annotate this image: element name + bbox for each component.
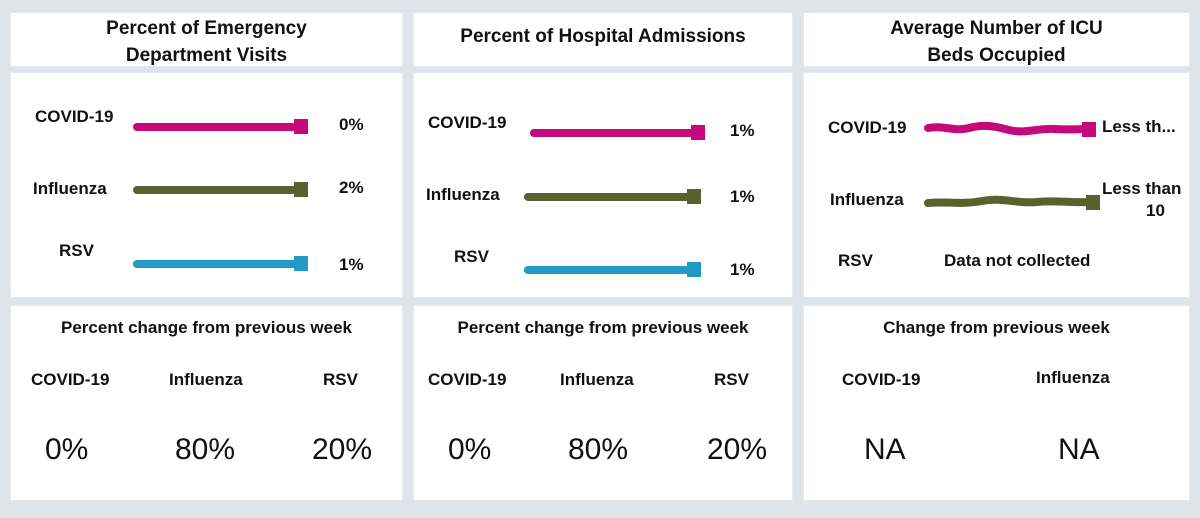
icu-change-influenza-value: NA (1058, 433, 1100, 466)
hosp-change-rsv-value: 20% (707, 433, 768, 466)
ed-change-influenza-value: 80% (175, 433, 236, 466)
ed-rsv-label: RSV (59, 241, 94, 260)
hosp-covid-value: 1% (730, 121, 755, 140)
ed-title: Percent of Emergency Department Visits (106, 18, 307, 66)
icu-covid-label: COVID-19 (828, 118, 907, 137)
icu-influenza-label: Influenza (830, 190, 904, 209)
hosp-rsv-bar (524, 266, 700, 274)
hosp-change-title: Percent change from previous week (457, 318, 749, 337)
ed-influenza-value: 2% (339, 178, 364, 197)
ed-influenza-bar-end (294, 182, 308, 197)
ed-covid-label: COVID-19 (35, 107, 114, 126)
icu-change-covid-value: NA (864, 433, 906, 466)
hosp-change-covid-value: 0% (448, 433, 492, 466)
ed-rsv-bar-end (294, 256, 308, 271)
ed-rsv-value: 1% (339, 255, 364, 274)
icu-change-card: Change from previous week COVID-19 Influ… (803, 305, 1190, 501)
icu-influenza-value: Less than 10 (1102, 179, 1182, 220)
icu-change-title: Change from previous week (883, 318, 1110, 337)
ed-change-card: Percent change from previous week COVID-… (10, 305, 403, 501)
hosp-change-influenza-value: 80% (568, 433, 629, 466)
hosp-influenza-bar-end (687, 189, 701, 204)
icu-change-covid-label: COVID-19 (842, 370, 921, 389)
icu-rsv-label: RSV (838, 251, 873, 270)
hosp-rsv-value: 1% (730, 260, 755, 279)
hosp-influenza-bar (524, 193, 700, 201)
hosp-covid-label: COVID-19 (428, 113, 507, 132)
icu-title-card: Average Number of ICU Beds Occupied (803, 12, 1190, 67)
icu-title: Average Number of ICU Beds Occupied (890, 18, 1103, 66)
hosp-influenza-label: Influenza (426, 185, 500, 204)
hosp-title: Percent of Hospital Admissions (460, 26, 746, 47)
hosp-change-covid-label: COVID-19 (428, 370, 507, 389)
ed-influenza-bar (133, 186, 303, 194)
ed-change-rsv-label: RSV (323, 370, 358, 389)
hosp-title-card: Percent of Hospital Admissions (413, 12, 793, 67)
ed-covid-bar (133, 123, 303, 131)
icu-covid-line (924, 121, 1096, 137)
ed-change-influenza-label: Influenza (169, 370, 243, 389)
hosp-change-card: Percent change from previous week COVID-… (413, 305, 793, 501)
ed-rsv-bar (133, 260, 303, 268)
hosp-influenza-value: 1% (730, 187, 755, 206)
ed-bars-card: COVID-19 0% Influenza 2% RSV 1% (10, 72, 403, 298)
icu-influenza-line (924, 195, 1100, 210)
ed-change-covid-label: COVID-19 (31, 370, 110, 389)
hosp-rsv-label: RSV (454, 247, 489, 266)
hosp-change-rsv-label: RSV (714, 370, 749, 389)
hosp-change-influenza-label: Influenza (560, 370, 634, 389)
hosp-covid-bar (530, 129, 700, 137)
ed-covid-value: 0% (339, 115, 364, 134)
ed-covid-bar-end (294, 119, 308, 134)
hosp-rsv-bar-end (687, 262, 701, 277)
hosp-bars-card: COVID-19 1% Influenza 1% RSV 1% (413, 72, 793, 298)
ed-influenza-label: Influenza (33, 179, 107, 198)
ed-change-covid-value: 0% (45, 433, 89, 466)
icu-covid-value: Less th... (1102, 117, 1176, 136)
icu-bars-card: COVID-19 Less th... Influenza Less than … (803, 72, 1190, 298)
ed-title-card: Percent of Emergency Department Visits (10, 12, 403, 67)
icu-rsv-value: Data not collected (944, 251, 1091, 270)
ed-change-title: Percent change from previous week (61, 318, 352, 337)
hosp-covid-bar-end (691, 125, 705, 140)
icu-change-influenza-label: Influenza (1036, 368, 1110, 387)
ed-change-rsv-value: 20% (312, 433, 373, 466)
